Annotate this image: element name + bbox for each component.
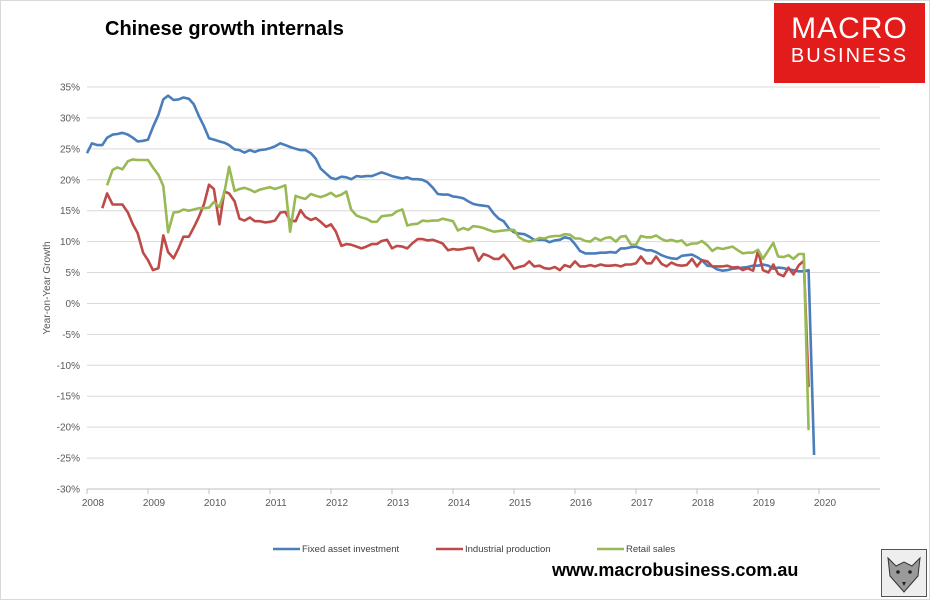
x-tick-label: 2012 <box>326 498 349 509</box>
x-tick-label: 2016 <box>570 498 593 509</box>
logo-line1: MACRO <box>791 12 908 45</box>
y-tick-labels: 35% 30% 25% 20% 15% 10% 5% 0% -5% -10% -15% -20% -25… <box>57 83 80 496</box>
logo-line2: BUSINESS <box>790 45 909 67</box>
x-tick-label: 2008 <box>82 498 105 509</box>
y-tick-label: 15% <box>60 206 80 217</box>
y-tick-label: 20% <box>60 175 80 186</box>
x-tick-label: 2017 <box>631 498 654 509</box>
x-tick-label: 2011 <box>265 498 287 509</box>
y-tick-label: -25% <box>57 454 80 465</box>
y-tick-label: -5% <box>62 330 80 341</box>
y-tick-label: 10% <box>60 237 80 248</box>
series-line-fixed-asset-investment <box>85 94 816 456</box>
x-tick-labels: 2008 2009 2010 2011 2012 2013 2014 2015 2016 2017… <box>82 498 837 509</box>
line-chart: 35% 30% 25% 20% 15% 10% 5% 0% -5% -10% -15% -20% -25… <box>42 83 880 555</box>
wolf-logo-image <box>881 549 927 597</box>
x-tick-label: 2020 <box>814 498 837 509</box>
legend-label: Retail sales <box>626 544 675 555</box>
y-tick-label: -30% <box>57 485 80 496</box>
series-lines <box>85 94 816 456</box>
y-tick-label: 30% <box>60 113 80 124</box>
y-tick-label: 5% <box>66 268 81 279</box>
series-line-industrial-production <box>101 183 810 388</box>
gridlines <box>87 86 880 490</box>
chart-title: Chinese growth internals <box>105 18 344 40</box>
legend-label: Fixed asset investment <box>302 544 400 555</box>
x-tick-label: 2014 <box>448 498 471 509</box>
x-tick-label: 2009 <box>143 498 166 509</box>
macrobusiness-logo: MACRO BUSINESS <box>774 3 925 83</box>
x-tick-label: 2015 <box>509 498 532 509</box>
legend: Fixed asset investment Industrial product… <box>273 544 675 555</box>
x-tick-label: 2013 <box>387 498 410 509</box>
y-tick-label: -10% <box>57 361 80 372</box>
footer-url: www.macrobusiness.com.au <box>552 560 799 580</box>
x-tick-label: 2018 <box>692 498 715 509</box>
y-tick-label: 0% <box>66 299 81 310</box>
y-tick-label: 35% <box>60 83 80 94</box>
x-tick-label: 2019 <box>753 498 776 509</box>
y-tick-label: -15% <box>57 392 80 403</box>
x-axis <box>86 488 880 494</box>
series-line-retail-sales <box>105 158 810 431</box>
y-tick-label: -20% <box>57 423 80 434</box>
y-tick-label: 25% <box>60 144 80 155</box>
y-axis-label: Year-on-Year Growth <box>42 241 53 334</box>
x-tick-label: 2010 <box>204 498 227 509</box>
legend-label: Industrial production <box>465 544 551 555</box>
